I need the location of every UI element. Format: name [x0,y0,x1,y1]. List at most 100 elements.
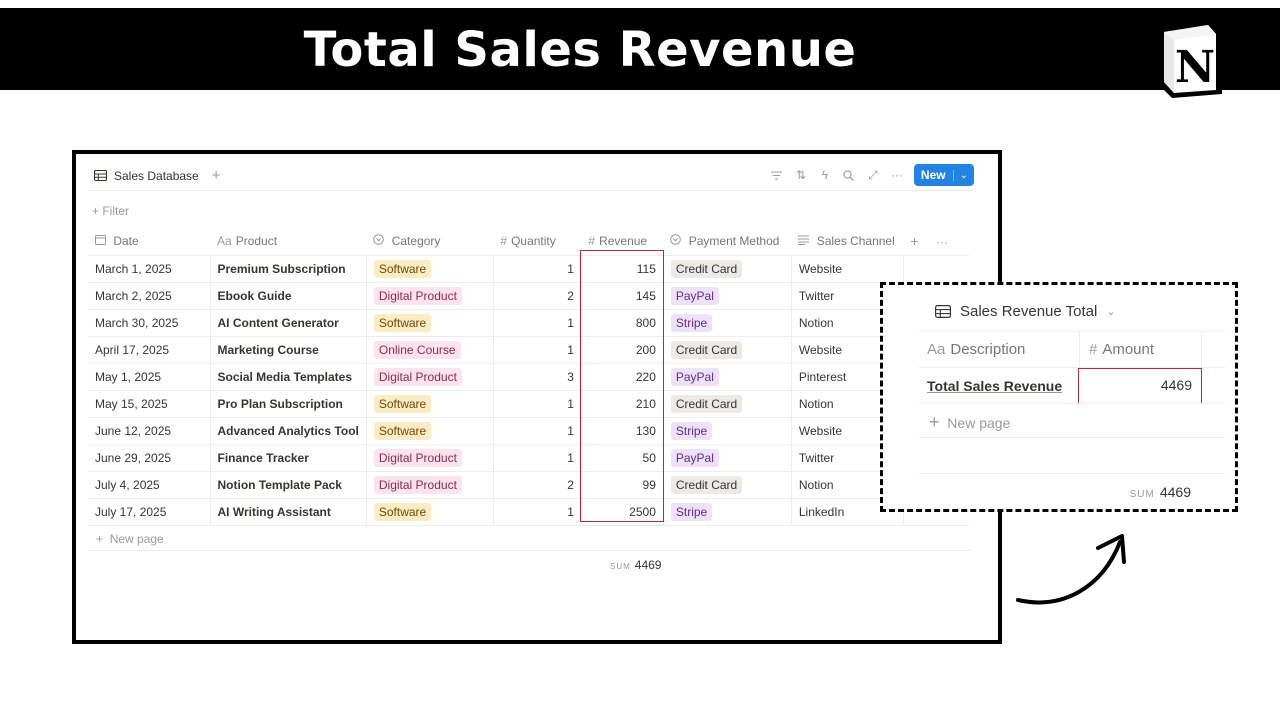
cell-payment-method[interactable]: Credit Card [663,471,792,499]
add-view-button[interactable]: + [211,167,221,184]
cell-date[interactable]: April 17, 2025 [88,336,211,364]
cell-revenue[interactable]: 220 [581,363,664,391]
column-header-payment-method[interactable]: Payment Method [663,228,792,256]
cell-date[interactable]: July 4, 2025 [88,471,211,499]
chevron-down-icon[interactable]: ⌄ [1106,306,1116,318]
cell-quantity[interactable]: 1 [493,309,582,337]
cell-payment-method[interactable]: Stripe [663,498,792,526]
cell-date[interactable]: March 2, 2025 [88,282,211,310]
cell-product[interactable]: Advanced Analytics Tool [210,417,367,445]
cell-date[interactable]: June 29, 2025 [88,444,211,472]
cell-category[interactable]: Digital Product [366,282,494,310]
cell-category[interactable]: Online Course [366,336,494,364]
revenue-sum[interactable]: SUM 4469 [610,558,661,572]
cell-product[interactable]: Finance Tracker [210,444,367,472]
cell-date[interactable]: June 12, 2025 [88,417,211,445]
table-row[interactable]: July 4, 2025 Notion Template Pack Digital … [88,471,970,499]
cell-revenue[interactable]: 115 [581,255,664,283]
cell-quantity[interactable]: 2 [493,282,582,310]
cell-revenue[interactable]: 50 [581,444,664,472]
cell-product[interactable]: Ebook Guide [210,282,367,310]
cell-quantity[interactable]: 1 [493,417,582,445]
more-options-icon[interactable]: ··· [890,168,903,182]
cell-product[interactable]: Notion Template Pack [210,471,367,499]
cell-product[interactable]: AI Writing Assistant [210,498,367,526]
column-header-product[interactable]: Aa Product [210,228,367,256]
table-row[interactable]: March 2, 2025 Ebook Guide Digital Product 2… [88,282,970,310]
table-row[interactable]: June 12, 2025 Advanced Analytics Tool Soft… [88,417,970,445]
cell-product[interactable]: AI Content Generator [210,309,367,337]
cell-date[interactable]: March 1, 2025 [88,255,211,283]
cell-category[interactable]: Software [366,417,494,445]
sort-icon[interactable]: ⇅ [795,168,806,182]
summary-row-description[interactable]: Total Sales Revenue [927,378,1063,394]
column-header-sales-channel[interactable]: Sales Channel [791,228,904,256]
column-header-category[interactable]: Category [366,228,494,256]
cell-category[interactable]: Digital Product [366,363,494,391]
database-title[interactable]: Sales Database + [94,167,221,184]
more-options-icon[interactable]: ··· [935,235,948,250]
cell-quantity[interactable]: 1 [493,498,582,526]
summary-view-title[interactable]: Sales Revenue Total ⌄ [935,303,1116,320]
expand-icon[interactable]: ⤢ [868,167,878,182]
cell-category[interactable]: Software [366,390,494,418]
cell-quantity[interactable]: 1 [493,390,582,418]
cell-quantity[interactable]: 1 [493,255,582,283]
table-row[interactable]: May 1, 2025 Social Media Templates Digital… [88,363,970,391]
cell-category[interactable]: Software [366,255,494,283]
cell-sales-channel[interactable]: Website [791,255,904,283]
cell-payment-method[interactable]: PayPal [663,444,792,472]
cell-payment-method[interactable]: Credit Card [663,255,792,283]
search-icon[interactable] [842,167,856,183]
table-row[interactable]: April 17, 2025 Marketing Course Online Cou… [88,336,970,364]
add-filter-button[interactable]: + Filter [92,204,130,218]
cell-payment-method[interactable]: PayPal [663,282,792,310]
cell-product[interactable]: Premium Subscription [210,255,367,283]
cell-revenue[interactable]: 200 [581,336,664,364]
new-button[interactable]: New ⌄ [913,164,974,186]
cell-quantity[interactable]: 3 [493,363,582,391]
cell-payment-method[interactable]: Stripe [663,309,792,337]
cell-quantity[interactable]: 1 [493,336,582,364]
add-property-icon[interactable]: + [910,233,919,250]
cell-product[interactable]: Marketing Course [210,336,367,364]
cell-revenue[interactable]: 800 [581,309,664,337]
column-header-revenue[interactable]: # Revenue [581,228,664,256]
cell-quantity[interactable]: 1 [493,444,582,472]
cell-product[interactable]: Social Media Templates [210,363,367,391]
cell-date[interactable]: March 30, 2025 [88,309,211,337]
column-header-amount[interactable]: # Amount [1089,341,1154,358]
cell-date[interactable]: July 17, 2025 [88,498,211,526]
cell-payment-method[interactable]: Stripe [663,417,792,445]
cell-revenue[interactable]: 99 [581,471,664,499]
cell-category[interactable]: Software [366,309,494,337]
table-row[interactable]: May 15, 2025 Pro Plan Subscription Softwar… [88,390,970,418]
cell-payment-method[interactable]: PayPal [663,363,792,391]
column-header-description[interactable]: Aa Description [927,341,1025,358]
table-row[interactable]: June 29, 2025 Finance Tracker Digital Prod… [88,444,970,472]
cell-revenue[interactable]: 130 [581,417,664,445]
column-header-date[interactable]: Date [88,228,210,256]
cell-payment-method[interactable]: Credit Card [663,390,792,418]
automation-bolt-icon[interactable]: ϟ [821,168,829,182]
cell-category[interactable]: Digital Product [366,444,494,472]
new-page-button[interactable]: + New page [929,412,1011,432]
cell-category[interactable]: Software [366,498,494,526]
cell-quantity[interactable]: 2 [493,471,582,499]
cell-revenue[interactable]: 210 [581,390,664,418]
chevron-down-icon[interactable]: ⌄ [952,169,974,181]
summary-row-amount[interactable]: 4469 [1078,368,1202,404]
cell-date[interactable]: May 1, 2025 [88,363,211,391]
table-row[interactable]: March 30, 2025 AI Content Generator Softwa… [88,309,970,337]
cell-category[interactable]: Digital Product [366,471,494,499]
cell-payment-method[interactable]: Credit Card [663,336,792,364]
cell-date[interactable]: May 15, 2025 [88,390,211,418]
cell-revenue[interactable]: 145 [581,282,664,310]
cell-revenue[interactable]: 2500 [581,498,664,526]
filter-icon[interactable] [770,167,784,183]
new-page-button[interactable]: + New page [96,532,164,546]
amount-sum[interactable]: SUM 4469 [1130,484,1191,500]
cell-product[interactable]: Pro Plan Subscription [210,390,367,418]
table-row[interactable]: March 1, 2025 Premium Subscription Softwar… [88,255,970,283]
column-header-quantity[interactable]: # Quantity [493,228,582,256]
